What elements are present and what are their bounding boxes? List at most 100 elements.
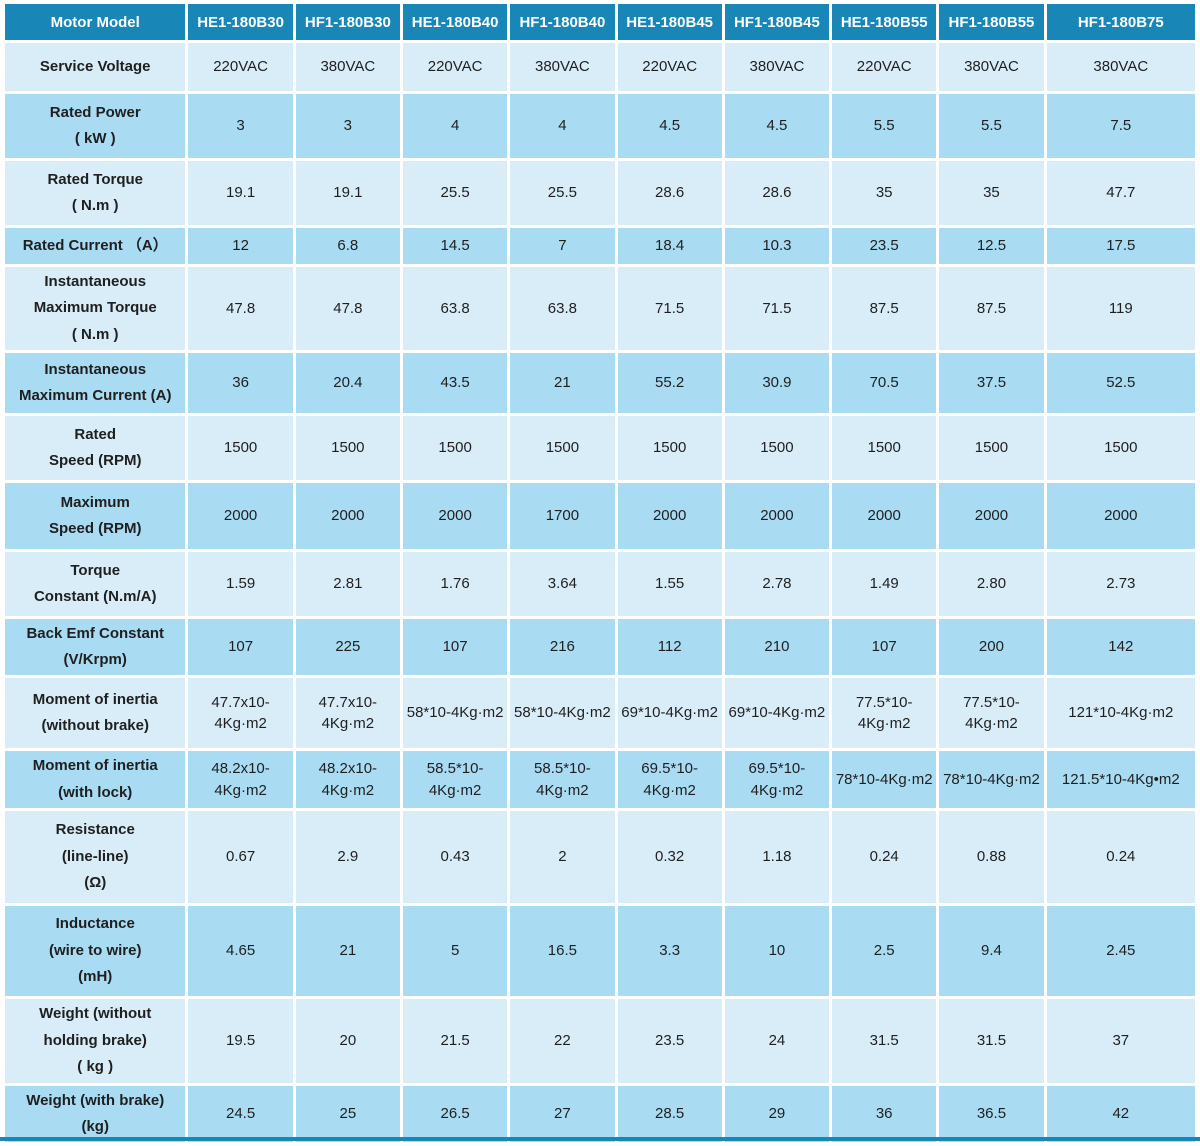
- spec-cell: 78*10-4Kg·m2: [832, 751, 937, 808]
- spec-cell: 21.5: [402, 998, 508, 1083]
- spec-cell: 7.5: [1046, 94, 1195, 158]
- spec-cell: 2000: [617, 482, 722, 549]
- spec-cell: 87.5: [939, 267, 1044, 350]
- spec-cell: 380VAC: [939, 43, 1044, 91]
- spec-cell: 55.2: [617, 352, 722, 413]
- spec-cell: 28.6: [724, 161, 830, 225]
- spec-cell: 20: [295, 998, 400, 1083]
- spec-cell: 28.5: [617, 1085, 722, 1143]
- spec-cell: 35: [832, 161, 937, 225]
- spec-cell: 29: [724, 1085, 830, 1143]
- spec-cell: 107: [832, 618, 937, 676]
- spec-cell: 2.5: [832, 905, 937, 996]
- spec-cell: 21: [510, 352, 615, 413]
- spec-cell: 119: [1046, 267, 1195, 350]
- spec-cell: 63.8: [402, 267, 508, 350]
- row-label: Maximum Speed (RPM): [5, 482, 186, 549]
- spec-cell: 2.80: [939, 551, 1044, 616]
- spec-cell: 1500: [724, 415, 830, 480]
- spec-cell: 24.5: [188, 1085, 293, 1143]
- spec-cell: 1.55: [617, 551, 722, 616]
- row-label: Rated Power ( kW ): [5, 94, 186, 158]
- row-label: Rated Current （A）: [5, 228, 186, 264]
- spec-cell: 5: [402, 905, 508, 996]
- spec-cell: 16.5: [510, 905, 615, 996]
- spec-cell: 0.32: [617, 810, 722, 903]
- spec-cell: 30.9: [724, 352, 830, 413]
- spec-cell: 47.7x10-4Kg·m2: [188, 678, 293, 749]
- spec-cell: 380VAC: [724, 43, 830, 91]
- table-row: Rated Current （A） 12 6.8 14.5 7 18.4 10.3 23.5 1…: [5, 228, 1195, 264]
- row-label: Instantaneous Maximum Current (A): [5, 352, 186, 413]
- spec-cell: 220VAC: [617, 43, 722, 91]
- spec-cell: 380VAC: [510, 43, 615, 91]
- column-header: HE1-180B40: [402, 4, 508, 40]
- row-label: Service Voltage: [5, 43, 186, 91]
- spec-cell: 3: [295, 94, 400, 158]
- spec-cell: 4.5: [724, 94, 830, 158]
- spec-cell: 48.2x10-4Kg·m2: [188, 751, 293, 808]
- table-row: Weight (with brake) (kg) 24.5 25 26.5 27 28.5…: [5, 1085, 1195, 1143]
- table-header: Motor Model HE1-180B30 HF1-180B30 HE1-180B4…: [5, 4, 1195, 40]
- spec-cell: 70.5: [832, 352, 937, 413]
- spec-cell: 2.73: [1046, 551, 1195, 616]
- spec-cell: 43.5: [402, 352, 508, 413]
- spec-cell: 121*10-4Kg·m2: [1046, 678, 1195, 749]
- spec-cell: 0.43: [402, 810, 508, 903]
- spec-cell: 25: [295, 1085, 400, 1143]
- spec-cell: 2000: [832, 482, 937, 549]
- spec-cell: 0.24: [1046, 810, 1195, 903]
- row-label: Back Emf Constant (V/Krpm): [5, 618, 186, 676]
- spec-cell: 3: [188, 94, 293, 158]
- table-row: Rated Torque ( N.m ) 19.1 19.1 25.5 25.5 28.6…: [5, 161, 1195, 225]
- spec-cell: 69*10-4Kg·m2: [617, 678, 722, 749]
- column-header: HF1-180B75: [1046, 4, 1195, 40]
- spec-cell: 10: [724, 905, 830, 996]
- table-row: Rated Power ( kW ) 3 3 4 4 4.5 4.5 5.5 5.5 7.5: [5, 94, 1195, 158]
- spec-cell: 2.45: [1046, 905, 1195, 996]
- spec-cell: 10.3: [724, 228, 830, 264]
- table-row: Torque Constant (N.m/A) 1.59 2.81 1.76 3.64 1…: [5, 551, 1195, 616]
- row-label: Rated Torque ( N.m ): [5, 161, 186, 225]
- row-label: Weight (without holding brake) ( kg ): [5, 998, 186, 1083]
- spec-cell: 112: [617, 618, 722, 676]
- spec-cell: 77.5*10-4Kg·m2: [939, 678, 1044, 749]
- spec-cell: 2.81: [295, 551, 400, 616]
- column-header: HF1-180B45: [724, 4, 830, 40]
- spec-cell: 2000: [402, 482, 508, 549]
- spec-cell: 31.5: [939, 998, 1044, 1083]
- corner-header: Motor Model: [5, 4, 186, 40]
- spec-cell: 107: [402, 618, 508, 676]
- spec-cell: 12.5: [939, 228, 1044, 264]
- spec-cell: 3.3: [617, 905, 722, 996]
- spec-cell: 20.4: [295, 352, 400, 413]
- row-label: Weight (with brake) (kg): [5, 1085, 186, 1143]
- spec-cell: 2000: [939, 482, 1044, 549]
- spec-cell: 220VAC: [832, 43, 937, 91]
- spec-cell: 2: [510, 810, 615, 903]
- spec-cell: 71.5: [724, 267, 830, 350]
- spec-cell: 47.8: [188, 267, 293, 350]
- table-row: Moment of inertia (without brake) 47.7x10…: [5, 678, 1195, 749]
- spec-cell: 19.1: [188, 161, 293, 225]
- spec-cell: 4.65: [188, 905, 293, 996]
- spec-cell: 69.5*10-4Kg·m2: [617, 751, 722, 808]
- spec-cell: 25.5: [402, 161, 508, 225]
- spec-cell: 4: [510, 94, 615, 158]
- spec-cell: 2000: [1046, 482, 1195, 549]
- spec-cell: 6.8: [295, 228, 400, 264]
- column-header: HE1-180B45: [617, 4, 722, 40]
- spec-cell: 2.78: [724, 551, 830, 616]
- spec-cell: 3.64: [510, 551, 615, 616]
- spec-cell: 27: [510, 1085, 615, 1143]
- spec-cell: 0.24: [832, 810, 937, 903]
- spec-cell: 380VAC: [295, 43, 400, 91]
- spec-cell: 1500: [295, 415, 400, 480]
- spec-cell: 42: [1046, 1085, 1195, 1143]
- spec-cell: 47.8: [295, 267, 400, 350]
- spec-cell: 37: [1046, 998, 1195, 1083]
- spec-cell: 48.2x10-4Kg·m2: [295, 751, 400, 808]
- row-label: Moment of inertia (with lock): [5, 751, 186, 808]
- spec-cell: 1500: [832, 415, 937, 480]
